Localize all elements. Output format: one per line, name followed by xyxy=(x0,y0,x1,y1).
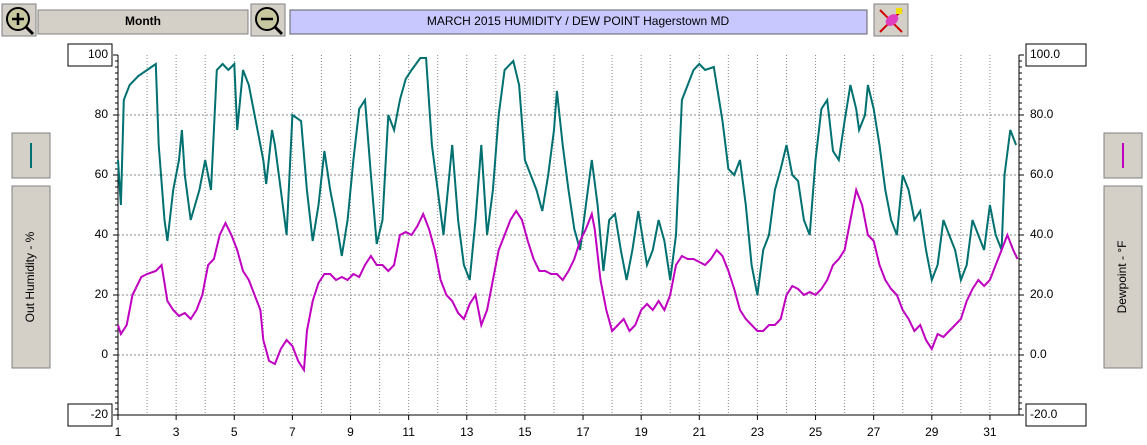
x-tick-label: 17 xyxy=(576,425,590,439)
x-tick-label: 15 xyxy=(518,425,532,439)
data-line xyxy=(117,57,1018,296)
y-tick-label: 0 xyxy=(101,347,108,361)
period-label: Month xyxy=(125,14,161,28)
axis-label-button xyxy=(11,185,51,369)
y2-tick-label: 100.0 xyxy=(1030,47,1060,61)
x-tick-label: 9 xyxy=(347,425,354,439)
zoom-in-button[interactable] xyxy=(1,3,37,37)
tick-box xyxy=(1025,43,1087,67)
y2-tick-label: 20.0 xyxy=(1030,287,1054,301)
y2-tick-label: 40.0 xyxy=(1030,227,1054,241)
x-tick-label: 13 xyxy=(460,425,474,439)
clear-button[interactable] xyxy=(873,3,909,37)
period-button[interactable] xyxy=(37,9,249,35)
y2-tick-label: 80.0 xyxy=(1030,107,1054,121)
x-tick-label: 5 xyxy=(231,425,238,439)
x-tick-label: 3 xyxy=(173,425,180,439)
y-tick-label: 80 xyxy=(95,107,109,121)
x-tick-label: 19 xyxy=(634,425,648,439)
chart-title: MARCH 2015 HUMIDITY / DEW POINT Hagersto… xyxy=(427,14,730,28)
axis-label-button xyxy=(1103,185,1143,369)
y2-tick-label: -20.0 xyxy=(1030,407,1058,421)
x-tick-label: 27 xyxy=(867,425,881,439)
y-tick-label: 20 xyxy=(95,287,109,301)
x-tick-label: 1 xyxy=(115,425,122,439)
title-bar xyxy=(289,9,868,35)
x-tick-label: 23 xyxy=(751,425,765,439)
y-tick-label: 100 xyxy=(88,47,108,61)
x-tick-label: 25 xyxy=(809,425,823,439)
legend-label: Out Humidity - % xyxy=(23,231,37,322)
y-tick-label: 60 xyxy=(95,167,109,181)
legend-label: Dewpoint - °F xyxy=(1115,241,1129,314)
data-line xyxy=(117,186,1019,374)
y2-tick-label: 60.0 xyxy=(1030,167,1054,181)
y2-tick-label: 0.0 xyxy=(1030,347,1047,361)
x-tick-label: 21 xyxy=(693,425,707,439)
x-tick-label: 7 xyxy=(289,425,296,439)
zoom-out-button[interactable] xyxy=(250,3,286,37)
tick-box xyxy=(67,403,113,427)
y-tick-label: -20 xyxy=(91,407,109,421)
x-tick-label: 11 xyxy=(402,425,415,439)
x-tick-label: 31 xyxy=(983,425,997,439)
tick-box xyxy=(1025,403,1087,427)
x-tick-label: 29 xyxy=(925,425,939,439)
y-tick-label: 40 xyxy=(95,227,109,241)
tick-box xyxy=(67,43,113,67)
